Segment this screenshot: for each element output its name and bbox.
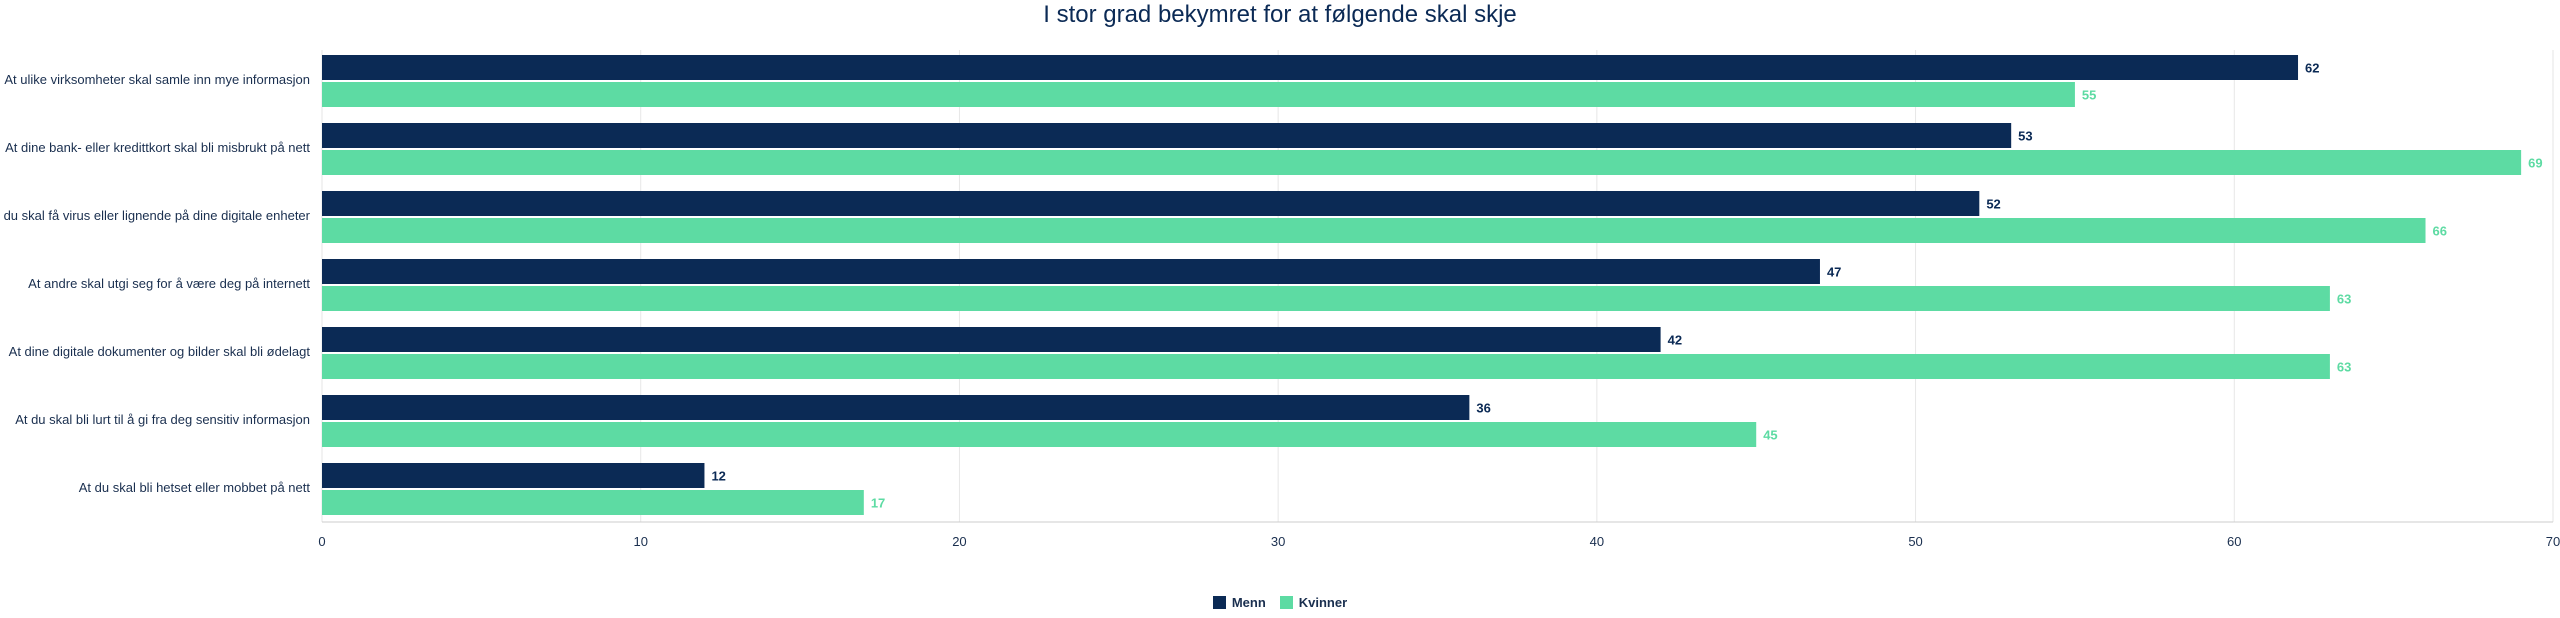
value-label: 47 — [1827, 265, 1841, 280]
bar-kvinner-1 — [322, 150, 2522, 175]
value-label: 53 — [2018, 129, 2032, 144]
x-tick-label: 10 — [633, 534, 647, 549]
bar-menn-1 — [322, 123, 2012, 148]
legend: Menn Kvinner — [0, 592, 2560, 612]
bar-menn-2 — [322, 191, 1980, 216]
category-label: At ulike virksomheter skal samle inn mye… — [4, 72, 310, 87]
bar-kvinner-5 — [322, 422, 1757, 447]
bar-menn-6 — [322, 463, 705, 488]
x-tick-label: 40 — [1590, 534, 1604, 549]
value-label: 52 — [1986, 197, 2000, 212]
bar-kvinner-6 — [322, 490, 864, 515]
legend-swatch — [1279, 595, 1293, 609]
bars — [322, 55, 2522, 515]
category-label: At du skal få virus eller lignende på di… — [0, 208, 311, 223]
legend-swatch — [1212, 595, 1226, 609]
bar-kvinner-3 — [322, 286, 2330, 311]
category-label: At andre skal utgi seg for å være deg på… — [28, 276, 310, 291]
bar-menn-3 — [322, 259, 1820, 284]
value-label: 36 — [1476, 401, 1490, 416]
value-label: 42 — [1668, 333, 1682, 348]
x-tick-label: 50 — [1908, 534, 1922, 549]
x-tick-label: 20 — [952, 534, 966, 549]
bar-kvinner-4 — [322, 354, 2330, 379]
bar-menn-0 — [322, 55, 2299, 80]
x-tick-label: 0 — [318, 534, 325, 549]
value-label: 45 — [1763, 428, 1777, 443]
value-label: 12 — [711, 469, 725, 484]
x-tick-label: 30 — [1271, 534, 1285, 549]
category-label: At du skal bli lurt til å gi fra deg sen… — [15, 412, 310, 427]
category-label: At dine digitale dokumenter og bilder sk… — [9, 344, 311, 359]
legend-label: Menn — [1231, 594, 1266, 610]
value-label: 63 — [2337, 292, 2351, 307]
bar-kvinner-0 — [322, 82, 2075, 107]
value-label: 66 — [2433, 224, 2447, 239]
value-label: 63 — [2337, 360, 2351, 375]
bar-menn-5 — [322, 395, 1470, 420]
x-tick-label: 70 — [2546, 534, 2560, 549]
value-label: 17 — [871, 496, 885, 511]
category-label: At dine bank- eller kredittkort skal bli… — [5, 140, 310, 155]
chart-title: I stor grad bekymret for at følgende ska… — [1043, 1, 1517, 28]
legend-item-menn[interactable]: Menn — [1212, 594, 1266, 610]
value-label: 62 — [2305, 61, 2319, 76]
bar-kvinner-2 — [322, 218, 2426, 243]
legend-label: Kvinner — [1298, 594, 1348, 610]
labels: 0 10 20 30 40 50 60 70 At ulike virksomheter ska… — [0, 61, 2560, 550]
value-label: 69 — [2528, 156, 2542, 171]
legend-item-kvinner[interactable]: Kvinner — [1279, 594, 1348, 610]
category-label: At du skal bli hetset eller mobbet på ne… — [79, 480, 311, 495]
value-label: 55 — [2082, 88, 2096, 103]
x-tick-label: 60 — [2227, 534, 2241, 549]
bar-menn-4 — [322, 327, 1661, 352]
